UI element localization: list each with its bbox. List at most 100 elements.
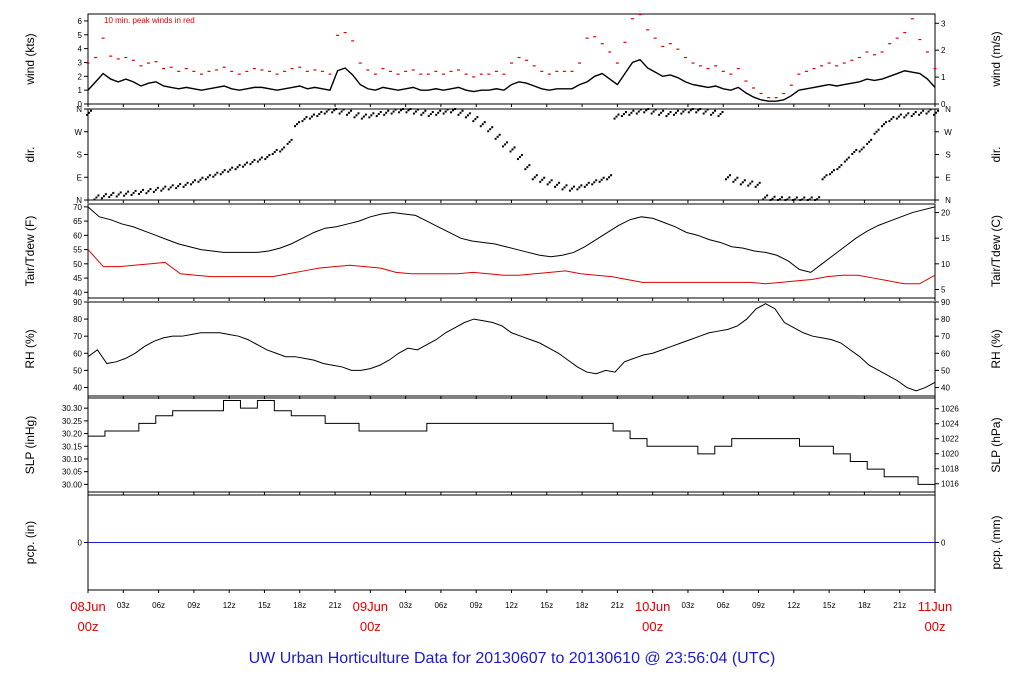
dir-point: [866, 142, 869, 145]
peak-wind-mark: [873, 54, 876, 56]
peak-wind-mark: [252, 68, 256, 70]
panel-frame-1: [87, 108, 936, 201]
dir-point: [498, 133, 501, 136]
peak-wind-mark: [691, 62, 695, 64]
dir-point: [134, 189, 137, 192]
peak-wind-mark: [479, 73, 483, 75]
dir-point: [130, 193, 133, 196]
dir-point: [472, 120, 475, 123]
dir-point: [479, 125, 482, 128]
peak-wind-mark: [532, 65, 536, 67]
ytick-right-label-4-4: 1024: [941, 420, 959, 429]
dir-point: [554, 185, 557, 188]
dir-point: [897, 115, 900, 118]
dir-point: [249, 163, 252, 166]
dir-point: [110, 193, 113, 196]
dir-point: [710, 113, 713, 116]
dir-point: [238, 164, 241, 167]
peak-wind-mark: [487, 73, 491, 75]
dir-point: [251, 161, 254, 164]
dir-point: [362, 115, 365, 118]
dir-point: [108, 195, 111, 198]
dir-point: [743, 179, 746, 182]
dir-point: [132, 191, 135, 194]
dir-point: [654, 108, 657, 111]
dir-point: [578, 186, 581, 189]
dir-point: [593, 181, 596, 184]
dir-point: [206, 176, 209, 179]
dir-point: [803, 196, 806, 199]
dir-point: [855, 148, 858, 151]
dir-point: [333, 109, 336, 112]
dir-point: [506, 141, 509, 144]
dir-point: [814, 199, 817, 201]
dir-point: [97, 194, 100, 197]
dir-point: [256, 160, 259, 163]
ytick-right-label-1-3: W: [944, 128, 952, 137]
peak-wind-mark: [933, 68, 937, 70]
dir-point: [639, 108, 642, 111]
dir-point: [606, 178, 609, 181]
dir-point: [910, 115, 913, 118]
dir-point: [192, 181, 195, 184]
dir-point: [156, 186, 159, 189]
ytick-label-1-3: W: [74, 128, 82, 137]
dir-point: [100, 197, 103, 200]
peak-wind-mark: [835, 65, 839, 67]
dir-point: [312, 113, 315, 116]
dir-point: [632, 109, 635, 112]
dir-point: [357, 112, 360, 115]
day-label-1: 09Jun: [353, 599, 388, 614]
dir-point: [888, 120, 891, 123]
ytick-right-label-5-0: 0: [941, 539, 946, 548]
dir-point: [487, 130, 490, 133]
dir-point: [273, 150, 276, 153]
dir-point: [548, 181, 551, 184]
xtick-label-20: 12z: [787, 601, 800, 610]
dir-point: [728, 174, 731, 177]
dir-point: [491, 126, 494, 129]
peak-wind-mark: [389, 70, 392, 72]
dir-point: [288, 140, 291, 143]
dir-point: [650, 112, 653, 115]
day-time-3: 00z: [925, 619, 946, 634]
ylabel-left-2: Tair/Tdew (F): [23, 216, 37, 287]
dir-point: [387, 109, 390, 112]
peak-wind-mark: [343, 32, 347, 34]
dir-point: [450, 111, 453, 114]
dir-point: [563, 186, 566, 189]
peak-wind-mark: [305, 70, 309, 72]
dir-point: [125, 192, 128, 195]
panel-frame-3: [87, 301, 936, 397]
dir-point: [712, 111, 715, 114]
peak-wind-mark: [184, 68, 188, 70]
dir-point: [476, 116, 479, 119]
peak-wind-mark: [812, 68, 816, 70]
ytick-label-2-3: 55: [73, 246, 82, 255]
dir-point: [756, 183, 759, 186]
dir-point: [801, 198, 804, 201]
dir-point: [331, 111, 334, 114]
dir-point: [353, 116, 356, 119]
dir-point: [799, 199, 802, 201]
peak-wind-mark: [752, 87, 755, 89]
dir-point: [830, 171, 833, 174]
peak-wind-mark: [631, 18, 634, 20]
ytick-right-label-2-3: 20: [941, 209, 950, 218]
dir-point: [699, 108, 702, 110]
ytick-right-label-3-5: 90: [941, 298, 950, 307]
dir-point: [457, 113, 460, 116]
dir-point: [390, 112, 393, 115]
dir-point: [179, 183, 182, 186]
dir-point: [214, 173, 217, 176]
chart-footer-title: UW Urban Horticulture Data for 20130607 …: [248, 650, 776, 667]
dir-point: [427, 115, 430, 118]
dir-point: [348, 111, 351, 114]
dir-point: [847, 156, 850, 159]
peak-wind-mark: [842, 62, 846, 64]
dir-point: [836, 168, 839, 171]
ytick-label-4-1: 30.05: [62, 468, 83, 477]
dir-point: [884, 121, 887, 124]
peak-wind-mark: [237, 73, 241, 75]
day-label-2: 10Jun: [635, 599, 670, 614]
